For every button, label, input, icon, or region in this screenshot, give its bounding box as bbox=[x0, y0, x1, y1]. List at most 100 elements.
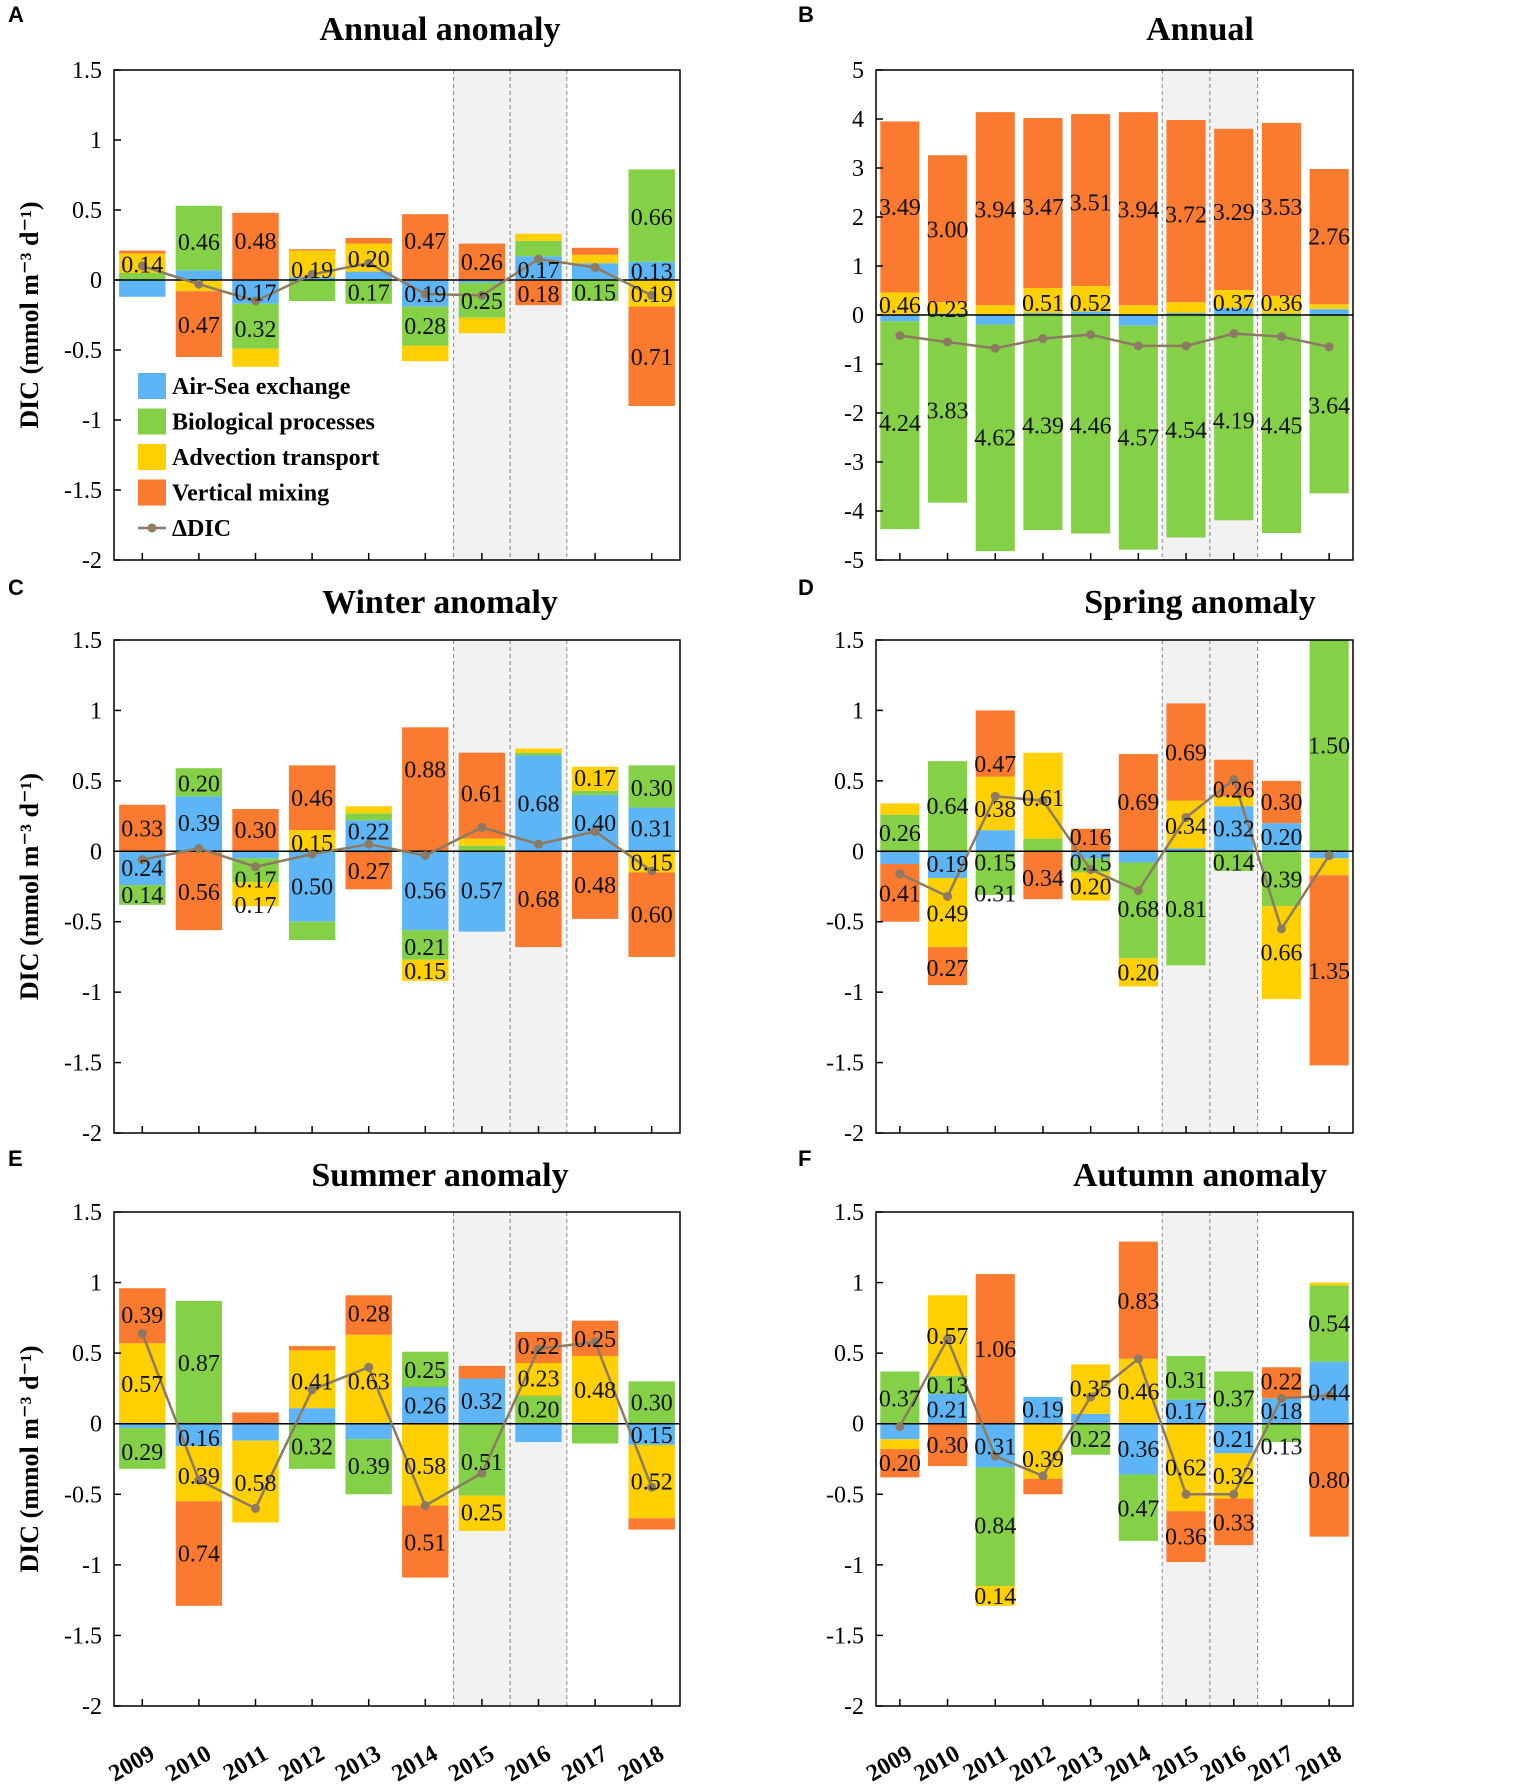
y-tick-label: -1.5 bbox=[826, 1051, 864, 1077]
y-tick-label: 3 bbox=[852, 156, 864, 182]
ddic-point-2017 bbox=[590, 827, 600, 837]
bar-air-sea-2010 bbox=[927, 1394, 968, 1424]
x-tick-label: 2015 bbox=[1148, 1741, 1203, 1787]
bar-biological-2018 bbox=[1309, 1285, 1349, 1362]
value-label: 0.31 bbox=[974, 882, 1016, 908]
value-label: 0.32 bbox=[291, 1434, 333, 1460]
y-tick-label: 0.5 bbox=[72, 198, 102, 224]
value-label: 0.62 bbox=[1165, 1455, 1207, 1481]
y-tick-label: 1 bbox=[90, 698, 102, 724]
value-label: 0.33 bbox=[121, 817, 163, 843]
y-axis-label: DIC (mmol m⁻³ d⁻¹) bbox=[15, 201, 44, 428]
y-axis-label: DIC (mmol m⁻³ d⁻¹) bbox=[15, 1345, 44, 1572]
ddic-point-2014 bbox=[420, 851, 430, 861]
bar-air-sea-2013 bbox=[1071, 1413, 1111, 1424]
value-label: 1.35 bbox=[1308, 959, 1350, 985]
y-tick-label: 0.5 bbox=[834, 769, 864, 795]
bar-advection-2014 bbox=[402, 959, 449, 981]
ddic-point-2010 bbox=[943, 337, 953, 347]
bar-biological-2012 bbox=[288, 280, 336, 301]
bar-biological-2015 bbox=[1166, 851, 1206, 966]
y-tick-label: 0 bbox=[852, 839, 864, 865]
bar-advection-2012 bbox=[1023, 752, 1063, 839]
value-label: 0.15 bbox=[404, 959, 446, 985]
bar-biological-2018 bbox=[628, 169, 675, 262]
value-label: 0.84 bbox=[974, 1513, 1016, 1539]
value-label: 0.47 bbox=[974, 752, 1016, 778]
value-label: 0.36 bbox=[1260, 291, 1302, 317]
bar-vertical-2017 bbox=[1261, 1367, 1302, 1399]
panel-letter: E bbox=[8, 1146, 23, 1171]
value-label: 0.46 bbox=[1117, 1379, 1159, 1405]
bar-advection-2015 bbox=[458, 1495, 506, 1531]
bar-air-sea-2018 bbox=[628, 807, 675, 852]
value-label: 2.76 bbox=[1308, 225, 1350, 251]
bar-air-sea-2015 bbox=[1166, 313, 1206, 315]
value-label: 0.35 bbox=[1070, 1376, 1112, 1402]
bar-biological-2014 bbox=[402, 1351, 449, 1388]
value-label: 4.45 bbox=[1260, 413, 1302, 439]
bar-biological-2009 bbox=[880, 814, 920, 852]
highlight-band-2016 bbox=[1209, 640, 1258, 1133]
ddic-point-2011 bbox=[990, 791, 1000, 801]
ddic-point-2016 bbox=[534, 1344, 543, 1354]
bar-advection-2014 bbox=[1118, 305, 1158, 315]
value-label: 0.44 bbox=[1308, 1381, 1350, 1407]
ddic-point-2009 bbox=[895, 331, 905, 341]
bar-vertical-2015 bbox=[1166, 1511, 1206, 1563]
bar-air-sea-2015 bbox=[1166, 1399, 1206, 1424]
y-tick-label: 0.5 bbox=[834, 1341, 864, 1367]
ddic-point-2015 bbox=[477, 822, 487, 832]
value-label: 0.21 bbox=[927, 1398, 969, 1424]
bar-vertical-2014 bbox=[402, 727, 449, 852]
value-label: 0.15 bbox=[631, 1423, 673, 1449]
ddic-point-2013 bbox=[1086, 330, 1096, 340]
bar-advection-2017 bbox=[1261, 295, 1302, 314]
y-tick-label: 4 bbox=[852, 107, 864, 133]
bar-air-sea-2015 bbox=[458, 280, 506, 283]
bar-vertical-2009 bbox=[119, 804, 166, 852]
bar-advection-2018 bbox=[628, 1444, 675, 1519]
value-label: 0.56 bbox=[178, 880, 220, 906]
bar-group bbox=[880, 112, 1349, 552]
value-label: 0.14 bbox=[121, 253, 163, 279]
ddic-point-2018 bbox=[1324, 1390, 1334, 1400]
legend-label: Biological processes bbox=[172, 410, 375, 436]
bar-air-sea-2014 bbox=[1118, 1423, 1158, 1475]
value-label: 0.14 bbox=[121, 883, 163, 909]
y-tick-label: -1 bbox=[82, 1553, 102, 1579]
bar-air-sea-2018 bbox=[1309, 309, 1349, 315]
bar-vertical-2014 bbox=[402, 214, 449, 280]
value-label: 0.20 bbox=[879, 1451, 921, 1477]
bar-air-sea-2010 bbox=[175, 796, 223, 852]
bar-vertical-2012 bbox=[288, 765, 336, 831]
value-label: 0.36 bbox=[1117, 1437, 1159, 1463]
bar-vertical-2018 bbox=[628, 1518, 675, 1530]
bar-vertical-2012 bbox=[1023, 1478, 1063, 1495]
value-label: 0.17 bbox=[235, 893, 277, 919]
value-label: 0.81 bbox=[1165, 897, 1207, 923]
ddic-line bbox=[898, 1336, 1330, 1496]
bar-advection-2017 bbox=[571, 766, 619, 791]
value-label: 0.30 bbox=[631, 776, 673, 802]
bar-air-sea-2016 bbox=[515, 755, 562, 852]
value-label: 0.57 bbox=[927, 1324, 969, 1350]
ddic-point-2014 bbox=[1133, 1354, 1143, 1364]
y-tick-label: 1 bbox=[90, 128, 102, 154]
value-label: 0.46 bbox=[879, 293, 921, 319]
y-tick-label: 0 bbox=[852, 303, 864, 329]
bar-air-sea-2014 bbox=[1118, 315, 1158, 326]
y-tick-label: 1.5 bbox=[72, 58, 102, 84]
y-tick-label: 5 bbox=[852, 58, 864, 84]
bar-biological-2014 bbox=[402, 930, 449, 960]
bar-biological-2010 bbox=[927, 761, 968, 852]
bar-biological-2015 bbox=[458, 1423, 506, 1496]
value-label: 0.26 bbox=[461, 250, 503, 276]
bar-air-sea-2010 bbox=[175, 1423, 223, 1447]
ddic-point-2012 bbox=[1038, 1471, 1048, 1481]
value-label: 0.25 bbox=[574, 1327, 616, 1353]
bar-vertical-2014 bbox=[1118, 754, 1158, 852]
bar-vertical-2015 bbox=[1166, 119, 1206, 303]
y-tick-label: -0.5 bbox=[64, 1482, 102, 1508]
value-label: 4.62 bbox=[974, 426, 1016, 452]
